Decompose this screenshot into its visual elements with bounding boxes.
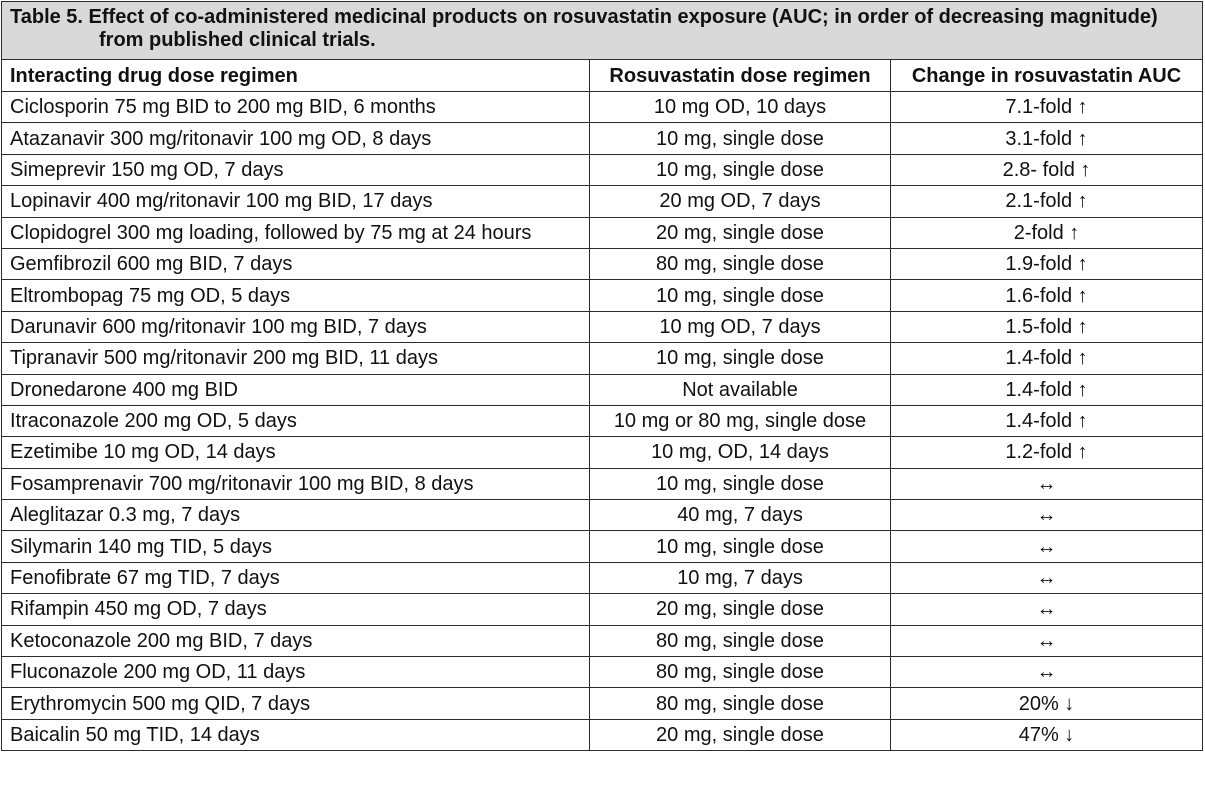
cell-interacting-drug: Simeprevir 150 mg OD, 7 days <box>1 153 590 187</box>
cell-interacting-drug: Silymarin 140 mg TID, 5 days <box>1 530 590 563</box>
cell-interacting-drug: Rifampin 450 mg OD, 7 days <box>1 593 590 626</box>
cell-interacting-drug: Fluconazole 200 mg OD, 11 days <box>1 656 590 689</box>
table-row: Fluconazole 200 mg OD, 11 days 80 mg, sin… <box>1 656 1204 689</box>
cell-rosuvastatin-dose: 10 mg, single dose <box>589 467 891 501</box>
cell-auc-change: 1.4-fold ↑ <box>889 342 1204 375</box>
cell-rosuvastatin-dose: 10 mg OD, 10 days <box>589 90 891 124</box>
cell-rosuvastatin-dose: 20 mg OD, 7 days <box>589 185 891 218</box>
cell-auc-change: 1.4-fold ↑ <box>889 373 1204 406</box>
table-row: Simeprevir 150 mg OD, 7 days 10 mg, singl… <box>1 153 1204 187</box>
cell-rosuvastatin-dose: 10 mg, single dose <box>589 279 891 312</box>
table-row: Eltrombopag 75 mg OD, 5 days 10 mg, singl… <box>1 279 1204 312</box>
cell-rosuvastatin-dose: 10 mg, single dose <box>589 122 891 155</box>
cell-interacting-drug: Eltrombopag 75 mg OD, 5 days <box>1 279 590 312</box>
cell-auc-change: 1.2-fold ↑ <box>889 436 1204 469</box>
table-row: Rifampin 450 mg OD, 7 days 20 mg, single … <box>1 593 1204 626</box>
cell-auc-change: ↔ <box>889 530 1204 563</box>
cell-auc-change: 2-fold ↑ <box>889 216 1204 249</box>
cell-interacting-drug: Dronedarone 400 mg BID <box>1 373 590 406</box>
table-row: Gemfibrozil 600 mg BID, 7 days 80 mg, sin… <box>1 247 1204 281</box>
column-header-auc-change: Change in rosuvastatin AUC <box>889 59 1204 92</box>
cell-auc-change: 1.4-fold ↑ <box>889 404 1204 438</box>
cell-interacting-drug: Darunavir 600 mg/ritonavir 100 mg BID, 7… <box>1 310 590 344</box>
cell-interacting-drug: Tipranavir 500 mg/ritonavir 200 mg BID, … <box>1 342 590 375</box>
table-row: Fenofibrate 67 mg TID, 7 days 10 mg, 7 da… <box>1 561 1204 595</box>
column-header-rosuvastatin-dose: Rosuvastatin dose regimen <box>589 59 891 92</box>
cell-auc-change: ↔ <box>889 624 1204 658</box>
cell-rosuvastatin-dose: 80 mg, single dose <box>589 656 891 689</box>
cell-auc-change: ↔ <box>889 656 1204 689</box>
cell-interacting-drug: Baicalin 50 mg TID, 14 days <box>1 718 590 752</box>
table-row: Lopinavir 400 mg/ritonavir 100 mg BID, 1… <box>1 185 1204 218</box>
cell-interacting-drug: Gemfibrozil 600 mg BID, 7 days <box>1 247 590 281</box>
cell-interacting-drug: Lopinavir 400 mg/ritonavir 100 mg BID, 1… <box>1 185 590 218</box>
cell-interacting-drug: Atazanavir 300 mg/ritonavir 100 mg OD, 8… <box>1 122 590 155</box>
cell-auc-change: 3.1-fold ↑ <box>889 122 1204 155</box>
interaction-table: Table 5. Effect of co-administered medic… <box>0 1 1204 752</box>
cell-auc-change: 2.8- fold ↑ <box>889 153 1204 187</box>
table-row: Erythromycin 500 mg QID, 7 days 80 mg, si… <box>1 687 1204 720</box>
table-row: Ezetimibe 10 mg OD, 14 days 10 mg, OD, 14… <box>1 436 1204 469</box>
cell-rosuvastatin-dose: 10 mg, single dose <box>589 153 891 187</box>
cell-interacting-drug: Fosamprenavir 700 mg/ritonavir 100 mg BI… <box>1 467 590 501</box>
table-row: Ketoconazole 200 mg BID, 7 days 80 mg, si… <box>1 624 1204 658</box>
cell-auc-change: ↔ <box>889 561 1204 595</box>
cell-rosuvastatin-dose: 10 mg OD, 7 days <box>589 310 891 344</box>
cell-interacting-drug: Ketoconazole 200 mg BID, 7 days <box>1 624 590 658</box>
table-row: Dronedarone 400 mg BID Not available 1.4-f… <box>1 373 1204 406</box>
table-row: Aleglitazar 0.3 mg, 7 days 40 mg, 7 days ↔ <box>1 499 1204 532</box>
cell-rosuvastatin-dose: 80 mg, single dose <box>589 624 891 658</box>
cell-auc-change: 47% ↓ <box>889 718 1204 752</box>
table-caption-row: Table 5. Effect of co-administered medic… <box>0 1 1204 60</box>
cell-interacting-drug: Ciclosporin 75 mg BID to 200 mg BID, 6 m… <box>1 90 590 124</box>
cell-interacting-drug: Erythromycin 500 mg QID, 7 days <box>1 687 590 720</box>
table-row: Atazanavir 300 mg/ritonavir 100 mg OD, 8… <box>1 122 1204 155</box>
cell-auc-change: 1.9-fold ↑ <box>889 247 1204 281</box>
cell-interacting-drug: Clopidogrel 300 mg loading, followed by … <box>1 216 590 249</box>
table-row: Fosamprenavir 700 mg/ritonavir 100 mg BI… <box>1 467 1204 501</box>
table-row: Ciclosporin 75 mg BID to 200 mg BID, 6 m… <box>1 90 1204 124</box>
cell-rosuvastatin-dose: 80 mg, single dose <box>589 687 891 720</box>
table-row: Clopidogrel 300 mg loading, followed by … <box>1 216 1204 249</box>
cell-rosuvastatin-dose: 10 mg, 7 days <box>589 561 891 595</box>
cell-interacting-drug: Ezetimibe 10 mg OD, 14 days <box>1 436 590 469</box>
cell-rosuvastatin-dose: 40 mg, 7 days <box>589 499 891 532</box>
cell-rosuvastatin-dose: 20 mg, single dose <box>589 216 891 249</box>
cell-rosuvastatin-dose: 10 mg, single dose <box>589 530 891 563</box>
table-row: Silymarin 140 mg TID, 5 days 10 mg, singl… <box>1 530 1204 563</box>
cell-rosuvastatin-dose: 10 mg or 80 mg, single dose <box>589 404 891 438</box>
table-caption-cell: Table 5. Effect of co-administered medic… <box>0 1 1204 60</box>
cell-rosuvastatin-dose: 10 mg, OD, 14 days <box>589 436 891 469</box>
cell-auc-change: 20% ↓ <box>889 687 1204 720</box>
cell-rosuvastatin-dose: 20 mg, single dose <box>589 718 891 752</box>
table-row: Tipranavir 500 mg/ritonavir 200 mg BID, … <box>1 342 1204 375</box>
cell-auc-change: 1.5-fold ↑ <box>889 310 1204 344</box>
table-row: Baicalin 50 mg TID, 14 days 20 mg, single… <box>1 718 1204 752</box>
cell-interacting-drug: Itraconazole 200 mg OD, 5 days <box>1 404 590 438</box>
cell-auc-change: 2.1-fold ↑ <box>889 185 1204 218</box>
table-header-row: Interacting drug dose regimen Rosuvastat… <box>1 59 1204 92</box>
cell-rosuvastatin-dose: 10 mg, single dose <box>589 342 891 375</box>
cell-auc-change: 1.6-fold ↑ <box>889 279 1204 312</box>
table-row: Itraconazole 200 mg OD, 5 days 10 mg or 8… <box>1 404 1204 438</box>
cell-rosuvastatin-dose: 80 mg, single dose <box>589 247 891 281</box>
cell-rosuvastatin-dose: Not available <box>589 373 891 406</box>
cell-interacting-drug: Aleglitazar 0.3 mg, 7 days <box>1 499 590 532</box>
cell-auc-change: 7.1-fold ↑ <box>889 90 1204 124</box>
table-row: Darunavir 600 mg/ritonavir 100 mg BID, 7… <box>1 310 1204 344</box>
table-caption: Table 5. Effect of co-administered medic… <box>10 6 1158 51</box>
cell-auc-change: ↔ <box>889 467 1204 501</box>
column-header-interacting-drug: Interacting drug dose regimen <box>1 59 590 92</box>
cell-rosuvastatin-dose: 20 mg, single dose <box>589 593 891 626</box>
cell-auc-change: ↔ <box>889 499 1204 532</box>
cell-interacting-drug: Fenofibrate 67 mg TID, 7 days <box>1 561 590 595</box>
cell-auc-change: ↔ <box>889 593 1204 626</box>
